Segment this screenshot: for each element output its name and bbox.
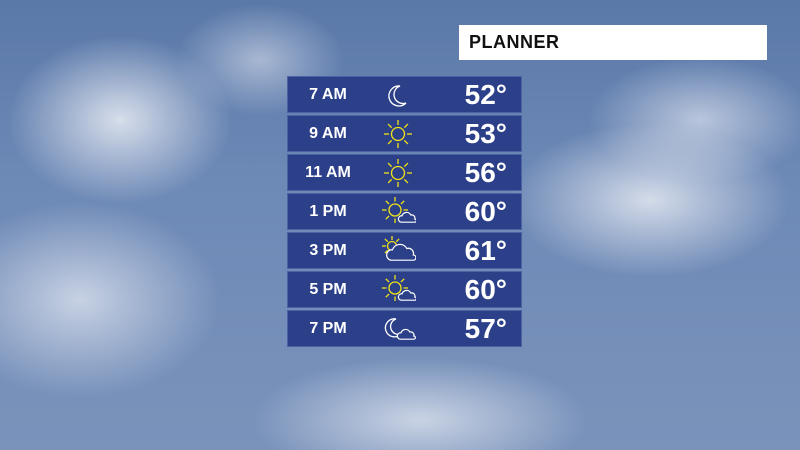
forecast-row: 7 AM 52° xyxy=(287,76,522,113)
sun-icon xyxy=(368,119,428,149)
forecast-temp: 56° xyxy=(464,156,507,188)
forecast-temp: 61° xyxy=(464,234,507,266)
moon-cloud-icon xyxy=(368,314,428,344)
forecast-time: 7 PM xyxy=(309,319,347,337)
forecast-time: 5 PM xyxy=(309,280,347,298)
forecast-time: 3 PM xyxy=(309,241,347,259)
sun-small-cloud-icon xyxy=(368,274,428,305)
forecast-temp: 52° xyxy=(464,78,507,110)
partly-cloudy-icon xyxy=(368,235,428,266)
sun-small-cloud-icon xyxy=(368,196,428,227)
sun-icon xyxy=(368,158,428,188)
forecast-temp: 60° xyxy=(464,195,507,227)
forecast-temp: 60° xyxy=(464,273,507,305)
forecast-temp: 53° xyxy=(464,117,507,149)
forecast-row: 1 PM 60° xyxy=(287,193,522,230)
forecast-row: 5 PM 60° xyxy=(287,271,522,308)
forecast-time: 9 AM xyxy=(309,124,347,142)
moon-icon xyxy=(368,80,428,110)
forecast-temp: 57° xyxy=(464,312,507,344)
forecast-time: 1 PM xyxy=(309,202,347,220)
forecast-row: 9 AM 53° xyxy=(287,115,522,152)
forecast-row: 7 PM 57° xyxy=(287,310,522,347)
hourly-forecast-panel: 7 AM 52° 9 AM 53° 11 AM 56° 1 PM 60° 3 PM 61… xyxy=(287,76,522,349)
forecast-time: 7 AM xyxy=(309,85,347,103)
planner-title: PLANNER xyxy=(459,25,767,60)
forecast-time: 11 AM xyxy=(305,163,351,181)
forecast-row: 11 AM 56° xyxy=(287,154,522,191)
forecast-row: 3 PM 61° xyxy=(287,232,522,269)
